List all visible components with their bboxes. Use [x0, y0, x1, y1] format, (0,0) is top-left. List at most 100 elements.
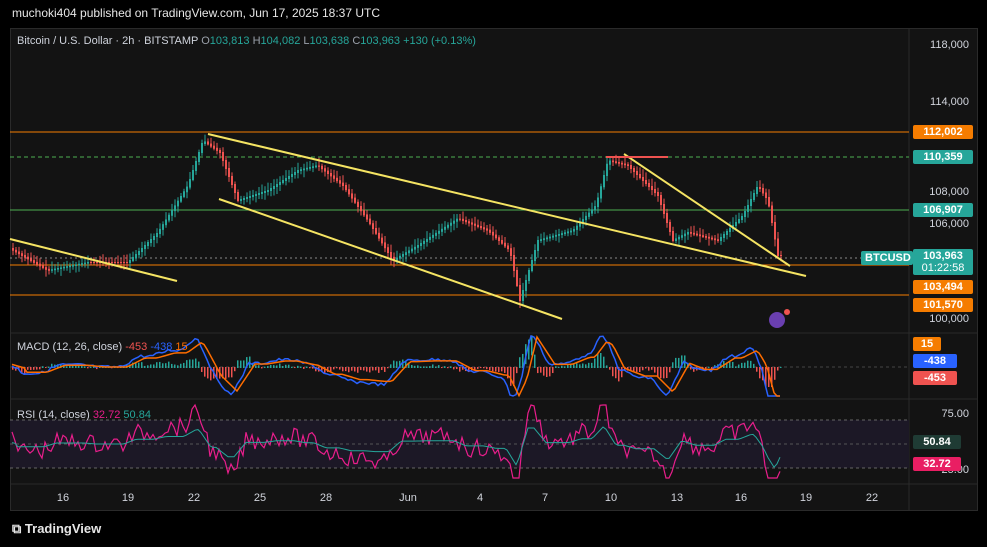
candle-body — [708, 236, 710, 239]
macd-hist-bar — [267, 366, 269, 368]
macd-hist-bar — [192, 359, 194, 368]
candle-body — [744, 211, 746, 217]
macd-hist-bar — [591, 362, 593, 368]
macd-hist-bar — [681, 355, 683, 368]
candle-body — [378, 232, 380, 239]
macd-hist-bar — [255, 365, 257, 368]
candle-body — [471, 222, 473, 225]
candle-body — [171, 210, 173, 216]
candle-body — [195, 161, 197, 171]
macd-legend: MACD (12, 26, close) -453 -438 15 — [17, 341, 188, 353]
candle-body — [306, 167, 308, 170]
candle-body — [36, 261, 38, 265]
candle-body — [636, 171, 638, 175]
macd-hist-bar — [294, 367, 296, 369]
candle-body — [648, 183, 650, 187]
candle-body — [318, 165, 320, 167]
macd-hist-bar — [426, 366, 428, 368]
macd-hist-bar — [516, 367, 518, 374]
macd-hist-bar — [303, 367, 305, 369]
candle-body — [291, 174, 293, 177]
candle-body — [462, 218, 464, 221]
macd-hist-bar — [273, 365, 275, 368]
macd-hist-bar — [477, 367, 479, 369]
candle-body — [138, 251, 140, 255]
macd-hist-bar — [774, 367, 776, 380]
candle-body — [375, 228, 377, 234]
candle-body — [564, 232, 566, 235]
candle-body — [75, 264, 77, 266]
macd-hist-bar — [312, 367, 314, 369]
rsi-tag-value: 32.72 — [913, 457, 961, 471]
macd-hist-bar — [705, 367, 707, 370]
macd-hist-bar — [588, 362, 590, 368]
time-axis-label: 19 — [121, 492, 135, 504]
macd-hist-bar — [339, 367, 341, 370]
candle-body — [63, 266, 65, 269]
macd-hist-bar — [240, 360, 242, 368]
macd-hist-bar — [765, 367, 767, 387]
candle-body — [540, 239, 542, 241]
candle-body — [333, 175, 335, 179]
low-value: 103,638 — [309, 35, 350, 47]
macd-hist-bar — [258, 365, 260, 368]
macd-hist-bar — [519, 357, 521, 368]
candle-body — [45, 267, 47, 270]
macd-hist-bar — [39, 367, 41, 370]
candle-body — [387, 247, 389, 253]
macd-hist-bar — [387, 367, 389, 369]
trendline-3 — [218, 198, 563, 320]
candle-body — [477, 224, 479, 227]
candle-body — [597, 197, 599, 208]
macd-hist-bar — [498, 367, 500, 372]
time-axis-label: 4 — [476, 492, 484, 504]
macd-hist-bar — [579, 364, 581, 368]
macd-hist-bar — [183, 362, 185, 368]
macd-hist-bar — [225, 367, 227, 379]
macd-hist-bar — [438, 365, 440, 368]
macd-hist-bar — [597, 353, 599, 368]
candle-body — [627, 164, 629, 166]
candle-body — [414, 246, 416, 250]
macd-hist-bar — [678, 357, 680, 368]
macd-hist-bar — [411, 364, 413, 368]
candle-body — [489, 229, 491, 233]
candle-body — [639, 174, 641, 178]
candle-body — [660, 195, 662, 205]
macd-hist-bar — [165, 363, 167, 368]
candle-body — [156, 233, 158, 237]
macd-hist-bar — [375, 367, 377, 371]
macd-hist-bar — [198, 361, 200, 368]
candle-body — [276, 184, 278, 187]
candle-body — [777, 238, 779, 256]
macd-hist-bar — [345, 367, 347, 372]
candle-body — [600, 186, 602, 199]
candle-body — [465, 220, 467, 223]
candle-body — [351, 193, 353, 199]
macd-hist-bar — [90, 366, 92, 368]
candle-body — [498, 237, 500, 241]
macd-hist-bar — [306, 366, 308, 368]
macd-hist-bar — [297, 365, 299, 368]
candle-body — [327, 170, 329, 174]
macd-hist-bar — [585, 364, 587, 368]
candle-body — [711, 237, 713, 240]
macd-hist-bar — [648, 367, 650, 371]
bar-countdown: 01:22:58 — [921, 262, 965, 274]
candle-body — [153, 236, 155, 240]
macd-hist-bar — [42, 366, 44, 368]
price-axis-114000: 114,000 — [930, 96, 969, 108]
tradingview-logo[interactable]: ⧉ TradingView — [12, 521, 101, 537]
macd-hist-bar — [780, 366, 782, 368]
candle-body — [696, 233, 698, 236]
macd-hist-bar — [348, 367, 350, 373]
candle-body — [246, 197, 248, 199]
candle-body — [297, 170, 299, 173]
macd-hist-bar — [537, 367, 539, 374]
signal-line — [11, 335, 780, 398]
candle-body — [684, 233, 686, 237]
macd-hist-bar — [96, 367, 98, 370]
candle-body — [93, 262, 95, 263]
macd-hist-bar — [657, 367, 659, 378]
macd-hist-bar — [729, 361, 731, 368]
